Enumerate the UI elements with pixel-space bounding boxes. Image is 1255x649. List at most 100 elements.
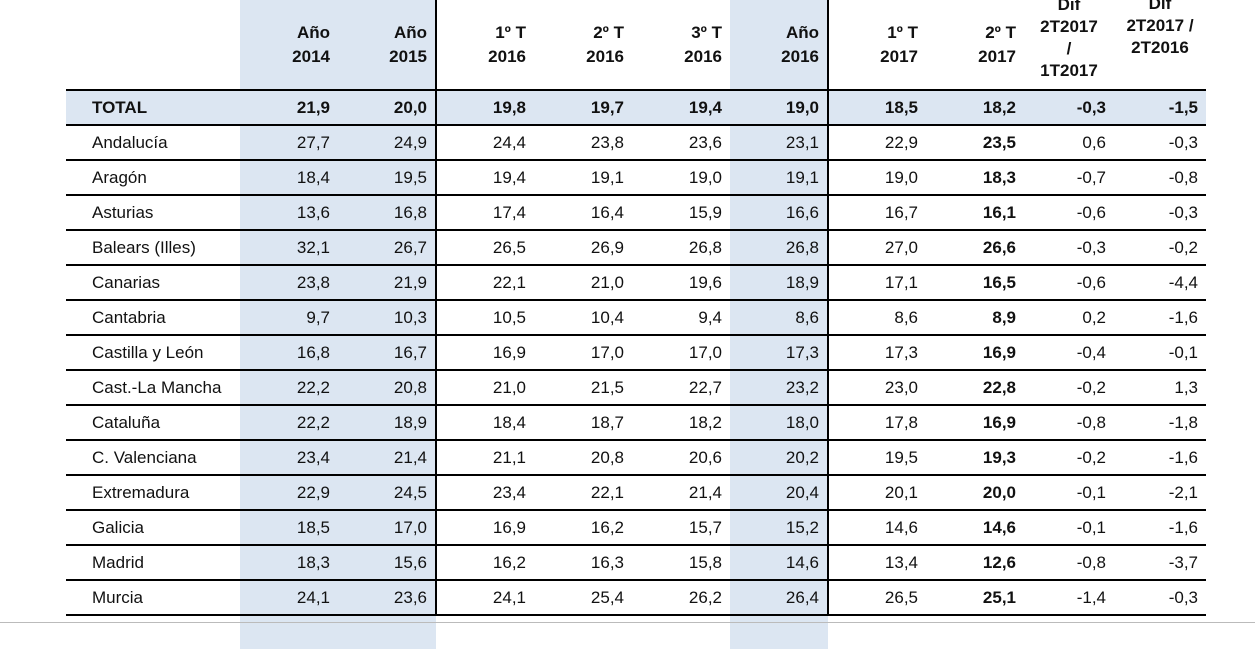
table-cell: 24,5 [338,475,437,511]
header-1t-2017: 1º T 2017 [828,0,926,91]
table-cell: 19,7 [534,90,632,126]
table-cell: 20,1 [828,475,926,511]
table-cell: -0,6 [1024,265,1114,301]
table-cell: 17,8 [828,405,926,441]
table-cell: 13,4 [828,545,926,581]
table-cell: 20,0 [338,90,437,126]
header-2t-2017: 2º T 2017 [926,0,1024,91]
table-cell: 19,0 [632,160,730,196]
table-cell [1024,615,1114,649]
table-cell: 18,2 [926,90,1024,126]
table-cell: -0,1 [1024,510,1114,546]
table-cell: 32,1 [240,230,338,266]
table-cell: -0,2 [1024,440,1114,476]
header-ano-2016: Año 2016 [730,0,829,91]
table-row: Castilla y León 16,8 16,7 16,9 17,0 17,0 17,3 1… [66,335,1206,371]
table-row: Balears (Illes) 32,1 26,7 26,5 26,9 26,8 26,8 2… [66,230,1206,266]
table-cell: 27,7 [240,125,338,161]
table-cell: -0,4 [1024,335,1114,371]
table-cell: 14,6 [730,545,829,581]
header-region [66,0,240,91]
table-cell: 26,5 [828,580,926,616]
table-cell: 1,3 [1114,370,1206,406]
table-cell: -0,1 [1024,475,1114,511]
table-cell: 0,6 [1024,125,1114,161]
table-cell: 20,6 [632,440,730,476]
table-cell: 17,0 [632,335,730,371]
table-cell: 19,1 [534,160,632,196]
table-cell [632,615,730,649]
table-cell: 25,1 [926,580,1024,616]
table-cell: 26,6 [926,230,1024,266]
table-cell: 21,4 [632,475,730,511]
table-row: Madrid 18,3 15,6 16,2 16,3 15,8 14,6 13,4 12,6 -0… [66,545,1206,581]
table-cell: 19,1 [730,160,829,196]
table-cell: 17,3 [828,335,926,371]
unemployment-table: Año 2014 Año 2015 1º T 2016 2º T 2016 3º… [66,0,1206,649]
table-cell: 15,2 [730,510,829,546]
table-cell: -0,3 [1114,195,1206,231]
table-cell: -0,7 [1024,160,1114,196]
header-dif-2t2017-2t2016: Dif 2T2017 / 2T2016 [1114,0,1206,91]
table-cell: 21,4 [338,440,437,476]
table-row: Aragón 18,4 19,5 19,4 19,1 19,0 19,1 19,0 18,3 -0… [66,160,1206,196]
table-cell: 22,2 [240,405,338,441]
table-cell: 26,9 [534,230,632,266]
table-cell: 20,2 [730,440,829,476]
table-cell: -0,3 [1024,90,1114,126]
table-cell: 18,5 [240,510,338,546]
table-cell: 22,9 [828,125,926,161]
header-row: Año 2014 Año 2015 1º T 2016 2º T 2016 3º… [66,0,1206,91]
table-cell [926,615,1024,649]
region-name: Extremadura [66,475,240,511]
table-cell: 17,0 [338,510,437,546]
table-cell: 12,6 [926,545,1024,581]
table-row: Asturias 13,6 16,8 17,4 16,4 15,9 16,6 16,7 16,1… [66,195,1206,231]
table-row: Cantabria 9,7 10,3 10,5 10,4 9,4 8,6 8,6 8,9 0,2-… [66,300,1206,336]
table-cell: 20,0 [926,475,1024,511]
table-row: Murcia 24,1 23,6 24,1 25,4 26,2 26,4 26,5 25,1 -1… [66,580,1206,616]
table-cell: 15,7 [632,510,730,546]
table-cell: 21,9 [240,90,338,126]
table-cell [240,615,338,649]
table-cell: 19,6 [632,265,730,301]
table-cell: 9,4 [632,300,730,336]
table-row: Cast.-La Mancha 22,2 20,8 21,0 21,5 22,7 23,2 2… [66,370,1206,406]
table-cell: 21,9 [338,265,437,301]
table-cell: 24,1 [436,580,534,616]
table-cell: 15,6 [338,545,437,581]
table-cell: 18,7 [534,405,632,441]
table-cell: -0,3 [1114,580,1206,616]
table-cell: 19,4 [632,90,730,126]
header-dif-2t2017-1t2017: Dif 2T2017 / 1T2017 [1024,0,1114,91]
table-cell: 16,3 [534,545,632,581]
table-cell: -3,7 [1114,545,1206,581]
region-name: Asturias [66,195,240,231]
table-cell [66,615,240,649]
table-cell: 17,4 [436,195,534,231]
table-cell: 20,8 [338,370,437,406]
table-cell: -0,8 [1114,160,1206,196]
table-cell: 18,3 [926,160,1024,196]
region-name: Cast.-La Mancha [66,370,240,406]
table-cell: 23,8 [534,125,632,161]
region-name: Madrid [66,545,240,581]
table-cell: -1,4 [1024,580,1114,616]
table-cell: 27,0 [828,230,926,266]
table-cell: 18,2 [632,405,730,441]
table-cell: 16,7 [828,195,926,231]
table-cell: 19,5 [828,440,926,476]
table-cell: 23,8 [240,265,338,301]
table-cell: -0,6 [1024,195,1114,231]
table-cell: 21,5 [534,370,632,406]
table-cell: 15,9 [632,195,730,231]
region-name: Balears (Illes) [66,230,240,266]
total-row: TOTAL 21,9 20,0 19,8 19,7 19,4 19,0 18,5 18,2 -0,… [66,90,1206,126]
table-cell: 16,1 [926,195,1024,231]
header-2t-2016: 2º T 2016 [534,0,632,91]
table-cell: 26,7 [338,230,437,266]
table-cell: 18,5 [828,90,926,126]
table-cell: -0,3 [1024,230,1114,266]
table-row: C. Valenciana 23,4 21,4 21,1 20,8 20,6 20,2 19,… [66,440,1206,476]
